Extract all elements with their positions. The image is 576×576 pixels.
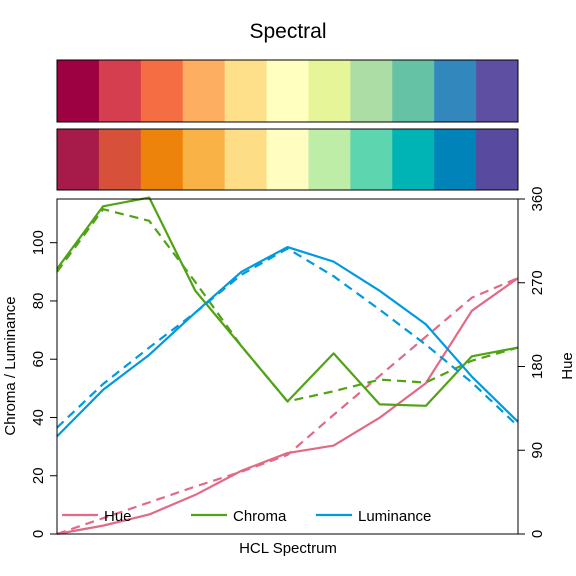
right-tick-label-4: 360 bbox=[529, 186, 546, 211]
swatch-top-9 bbox=[434, 60, 477, 122]
swatch-bottom-0 bbox=[57, 129, 100, 190]
left-tick-label-0: 0 bbox=[30, 530, 47, 538]
right-tick-label-2: 180 bbox=[529, 354, 546, 379]
y-axis-label-right: Hue bbox=[559, 352, 576, 380]
left-tick-label-3: 60 bbox=[30, 351, 47, 368]
swatch-top-1 bbox=[98, 60, 142, 122]
series-luminance-line bbox=[56, 245, 519, 438]
legend-label-chroma: Chroma bbox=[233, 508, 287, 525]
x-axis-label: HCL Spectrum bbox=[239, 540, 337, 557]
swatch-top-10 bbox=[476, 60, 519, 122]
plot-area bbox=[56, 196, 519, 536]
legend-label-hue: Hue bbox=[104, 508, 132, 525]
left-tick-label-5: 100 bbox=[30, 230, 47, 255]
swatch-bottom-8 bbox=[392, 129, 435, 190]
y-axis-label-left: Chroma / Luminance bbox=[2, 296, 19, 435]
right-tick-label-0: 0 bbox=[529, 530, 546, 538]
swatch-top-3 bbox=[182, 60, 226, 122]
palette-swatches-bottom bbox=[56, 128, 519, 191]
left-tick-label-2: 40 bbox=[30, 409, 47, 426]
swatch-bottom-5 bbox=[266, 129, 309, 190]
series-hue-fitted-line bbox=[56, 277, 519, 536]
legend-label-luminance: Luminance bbox=[358, 508, 431, 525]
swatch-bottom-9 bbox=[434, 129, 477, 190]
swatch-top-0 bbox=[57, 60, 100, 122]
left-tick-label-4: 80 bbox=[30, 293, 47, 310]
series-hue-line bbox=[56, 277, 519, 536]
left-tick-label-1: 20 bbox=[30, 467, 47, 484]
swatch-bottom-7 bbox=[350, 129, 393, 190]
series-luminance-fitted-line bbox=[56, 247, 519, 429]
palette-swatches-top bbox=[56, 59, 519, 123]
swatch-top-2 bbox=[140, 60, 184, 122]
swatch-top-6 bbox=[308, 60, 351, 122]
series-chroma-line bbox=[56, 196, 519, 407]
swatch-top-frame bbox=[56, 59, 519, 123]
swatch-bottom-2 bbox=[140, 129, 184, 190]
swatch-bottom-1 bbox=[98, 129, 142, 190]
swatch-top-5 bbox=[266, 60, 309, 122]
legend: Hue Chroma Luminance bbox=[62, 508, 431, 525]
right-tick-label-1: 90 bbox=[529, 442, 546, 459]
swatch-top-7 bbox=[350, 60, 393, 122]
swatch-top-8 bbox=[392, 60, 435, 122]
swatch-bottom-frame bbox=[56, 128, 519, 191]
series-chroma-fitted-line bbox=[56, 207, 519, 403]
swatch-bottom-10 bbox=[476, 129, 519, 190]
swatch-top-4 bbox=[224, 60, 268, 122]
swatch-bottom-6 bbox=[308, 129, 351, 190]
swatch-bottom-3 bbox=[182, 129, 226, 190]
right-tick-label-3: 270 bbox=[529, 270, 546, 295]
axes: 0 20 40 60 80 100 0 90 180 270 360 bbox=[30, 186, 546, 538]
swatch-bottom-4 bbox=[224, 129, 268, 190]
chart-title: Spectral bbox=[249, 20, 326, 43]
